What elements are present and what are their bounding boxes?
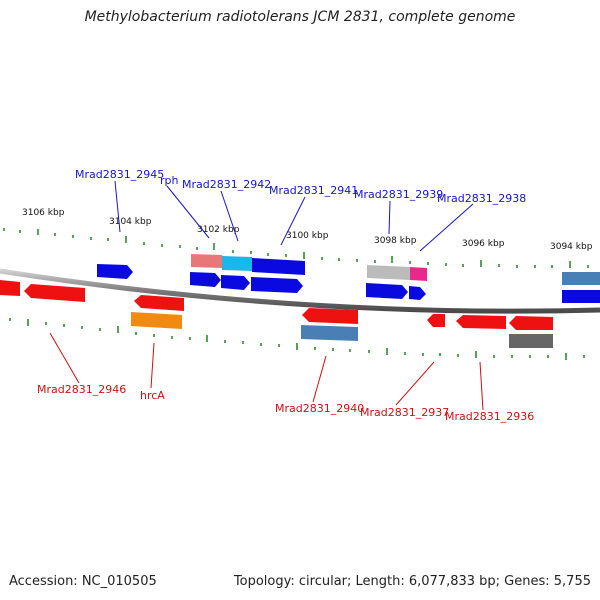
gene-mrad2831-2941[interactable] [252,258,305,275]
gene-rph-rrna[interactable] [191,254,222,268]
top-leader-lines [114,180,474,252]
map-title: Methylobacterium radiotolerans JCM 2831,… [84,9,516,25]
label-mrad2831-2946: Mrad2831_2946 [37,383,126,396]
label-mrad2831-2937: Mrad2831_2937 [360,406,449,419]
accession-text: Accession: NC_010505 [9,574,157,589]
tick-label-3094: 3094 kbp [550,242,593,252]
genome-backbone [0,268,600,314]
gene-mrad2831-2945[interactable] [97,264,133,279]
tick-label-3104: 3104 kbp [109,217,152,227]
gene-reverse-d[interactable] [509,334,553,348]
gene-mrad2831-2946[interactable] [24,284,85,302]
label-hrca: hrcA [140,389,165,402]
gene-reverse-edge[interactable] [0,280,20,296]
tick-label-3102: 3102 kbp [197,225,240,235]
reverse-genes [0,280,553,348]
label-mrad2831-2941: Mrad2831_2941 [269,184,358,197]
gene-reverse-a[interactable] [134,295,184,311]
outer-tick-row [3,228,589,268]
gene-forward-d[interactable] [366,283,408,299]
gene-hrca[interactable] [131,312,182,329]
gene-mrad2831-2942[interactable] [222,256,252,271]
gene-forward-g[interactable] [562,290,600,303]
label-rph: rph [160,174,179,187]
gene-forward-f[interactable] [562,272,600,285]
gene-forward-c[interactable] [251,277,303,293]
gene-mrad2831-2938[interactable] [410,267,427,281]
tick-label-3096: 3096 kbp [462,239,505,249]
gene-mrad2831-2936[interactable] [509,316,553,330]
genome-stats-text: Topology: circular; Length: 6,077,833 bp… [233,574,591,589]
label-mrad2831-2940: Mrad2831_2940 [275,402,364,415]
gene-forward-a[interactable] [190,272,221,287]
label-mrad2831-2938: Mrad2831_2938 [437,192,526,205]
label-mrad2831-2936: Mrad2831_2936 [445,410,534,423]
inner-tick-row [9,318,585,360]
gene-mrad2831-2937[interactable] [427,314,445,327]
gene-reverse-b[interactable] [302,308,358,324]
gene-reverse-c[interactable] [456,315,506,329]
gene-forward-b[interactable] [221,275,250,290]
tick-label-3106: 3106 kbp [22,208,65,218]
forward-genes [97,254,600,303]
gene-mrad2831-2939[interactable] [367,265,410,280]
gene-mrad2831-2940[interactable] [301,325,358,341]
label-mrad2831-2945: Mrad2831_2945 [75,168,164,181]
gene-forward-e[interactable] [409,286,426,300]
bottom-leader-lines [49,332,484,411]
tick-label-3100: 3100 kbp [286,231,329,241]
label-mrad2831-2939: Mrad2831_2939 [354,188,443,201]
label-mrad2831-2942: Mrad2831_2942 [182,178,271,191]
tick-label-3098: 3098 kbp [374,236,417,246]
